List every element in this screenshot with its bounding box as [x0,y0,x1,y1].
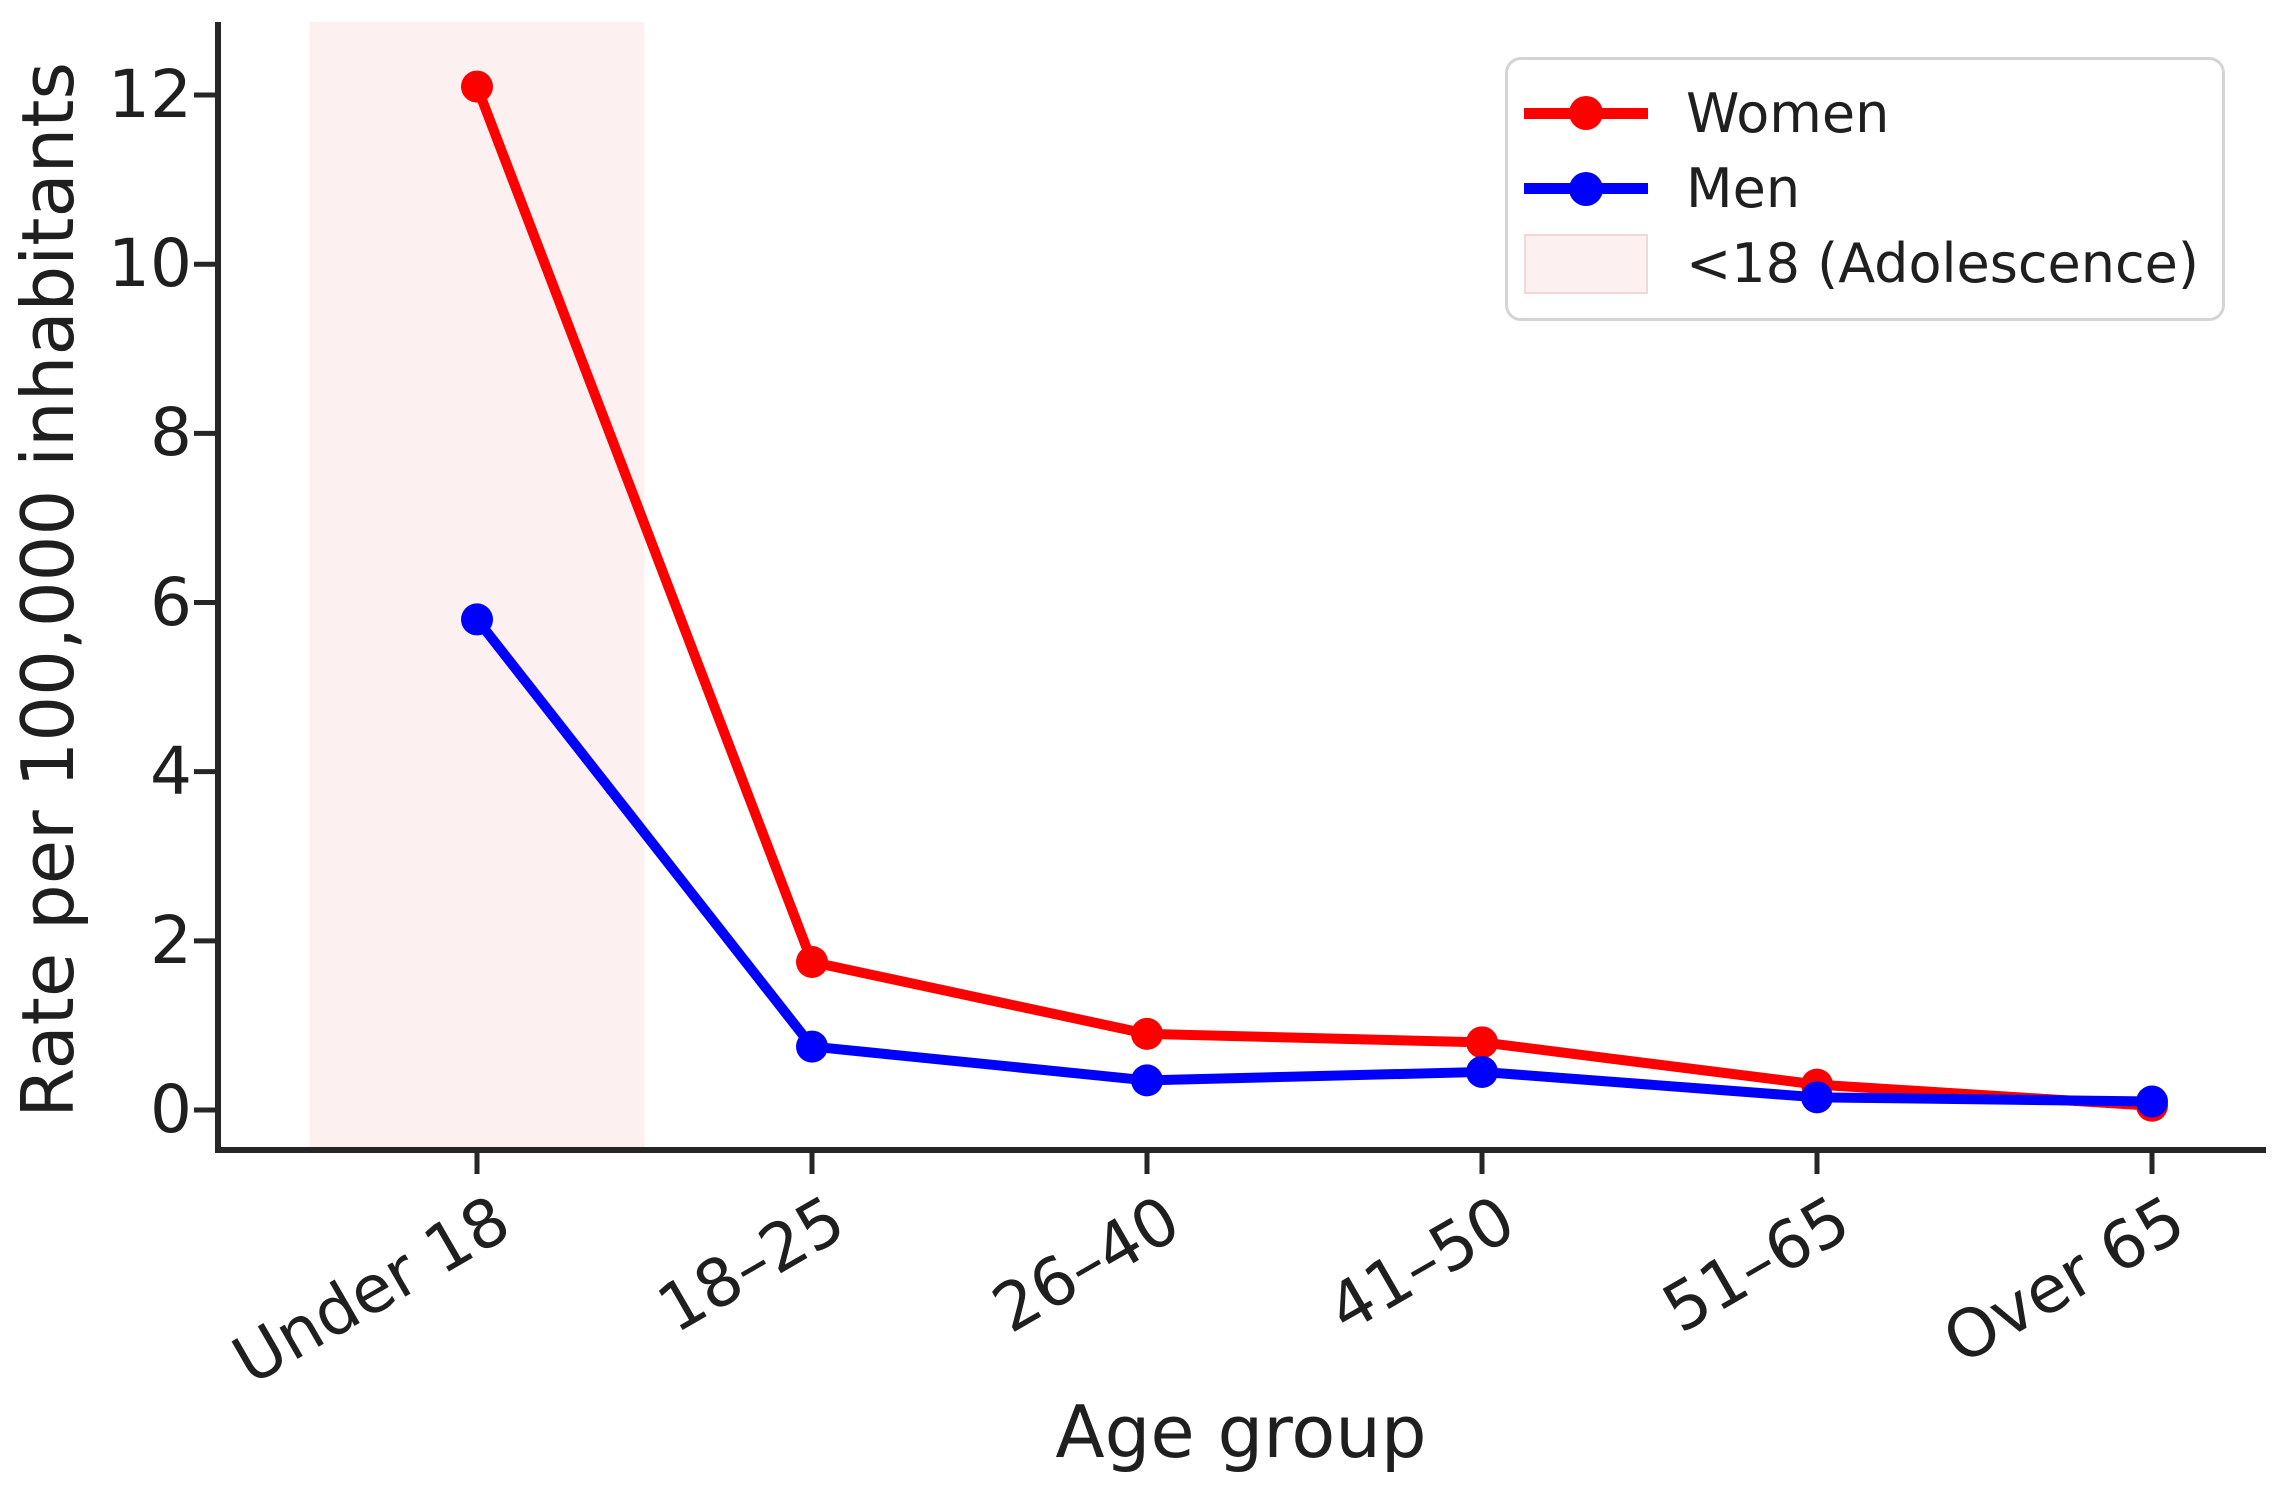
series-line-men [472,614,2157,1107]
adolescence-band-swatch [1524,234,1648,295]
legend-box: Women Men <18 (Adolescence) [1505,57,2225,321]
legend-item-adolescence-band: <18 (Adolescence) [1524,232,2212,296]
men-marker-swatch [1569,171,1603,206]
x-axis-title: Age group [1055,1390,1427,1474]
y-tick-label: 8 [150,394,192,472]
y-tick-label: 0 [150,1071,192,1148]
y-tick-label: 6 [150,563,192,641]
legend-label-adolescence-band: <18 (Adolescence) [1686,232,2199,296]
legend-label-men: Men [1686,156,1801,220]
data-point-men [461,603,493,636]
adolescence-band [309,22,645,1150]
y-tick-label: 4 [150,732,192,810]
data-point-women [1466,1026,1498,1059]
y-tick-label: 10 [108,225,192,303]
legend-item-women: Women [1524,81,2212,145]
data-point-women [1131,1017,1163,1050]
data-point-men [1131,1064,1163,1097]
legend-label-women: Women [1686,81,1890,145]
data-point-men [796,1030,828,1063]
data-point-men [1466,1055,1498,1088]
men-line-swatch [1524,171,1648,206]
y-axis-title: Rate per 100,000 inhabitants [6,62,90,1118]
data-point-men [2136,1085,2168,1118]
data-point-women [796,945,828,978]
y-axis-title-wrap: Rate per 100,000 inhabitants [6,62,90,1118]
y-tick-label: 12 [108,56,192,134]
women-line-swatch [1524,96,1648,131]
women-marker-swatch [1569,96,1603,131]
y-tick-label: 2 [150,901,192,979]
data-point-women [461,70,493,103]
data-point-men [1801,1081,1833,1114]
series-line-women [472,81,2157,1111]
legend-item-men: Men [1524,159,2212,218]
